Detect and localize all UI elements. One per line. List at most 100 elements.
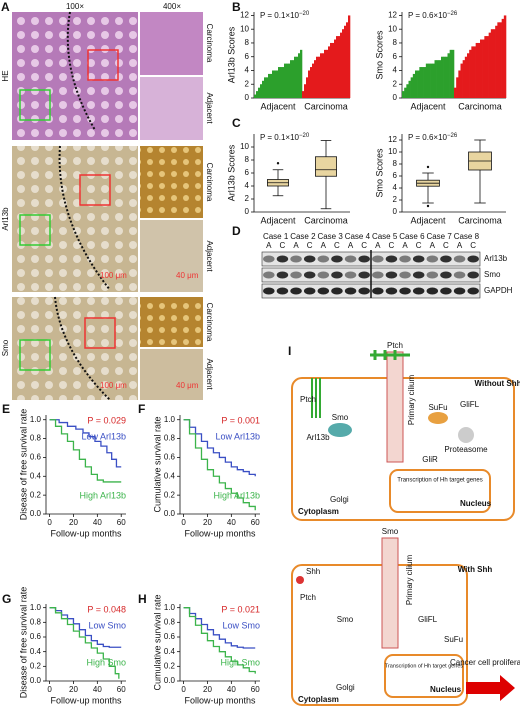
band — [372, 255, 384, 263]
y-tick-label: 2 — [393, 79, 398, 88]
case-label: Case 8 — [454, 232, 480, 241]
bar — [473, 46, 476, 98]
survival-curve — [49, 607, 120, 679]
legend-label: Low Smo — [88, 620, 126, 630]
legend-label: High Arl13b — [79, 490, 126, 500]
y-tick-label: 12 — [388, 11, 397, 20]
y-tick-label: 0.6 — [30, 453, 42, 462]
bar — [278, 67, 281, 98]
category-label: Adjacent — [260, 215, 296, 225]
x-tick-label: 60 — [117, 685, 126, 694]
column-label: 400× — [163, 2, 181, 11]
y-tick-label: 0 — [393, 93, 398, 102]
y-tick-label: 4 — [245, 181, 250, 190]
band — [303, 287, 316, 295]
p-value: P = 0.6×10−26 — [408, 11, 458, 21]
band — [344, 255, 357, 263]
p-value-exponent: −26 — [447, 11, 458, 17]
band — [303, 255, 316, 263]
bar — [324, 49, 327, 98]
bar — [434, 60, 437, 98]
lane-label: C — [280, 241, 286, 250]
sub-label: Adjacent — [205, 358, 214, 390]
bar — [438, 60, 442, 98]
scale-bar-label: 100 μm — [100, 381, 127, 390]
bar — [332, 42, 335, 98]
row-label: Smo — [1, 339, 10, 356]
bar — [306, 77, 309, 98]
y-tick-label: 0.8 — [30, 434, 42, 443]
y-tick-label: 8 — [393, 38, 398, 47]
band — [344, 271, 357, 279]
bar — [462, 60, 466, 98]
band — [426, 255, 439, 263]
panel-letter: B — [232, 0, 241, 14]
y-tick-label: 12 — [388, 135, 397, 144]
y-tick-label: 2 — [245, 79, 250, 88]
bar — [486, 36, 489, 98]
x-tick-label: 20 — [203, 518, 212, 527]
x-axis-label: Follow-up months — [184, 528, 256, 538]
shh-ligand — [296, 576, 304, 584]
bar — [328, 46, 331, 98]
band — [453, 271, 466, 279]
panel-letter: H — [138, 592, 147, 606]
y-tick-label: 4 — [393, 66, 398, 75]
boundary — [54, 11, 111, 401]
band — [358, 255, 370, 263]
lane-label: C — [443, 241, 449, 250]
bar — [312, 63, 315, 98]
outlier — [276, 162, 280, 165]
bar — [436, 60, 440, 98]
micrograph — [140, 146, 203, 218]
p-value-text: P = 0.6×10 — [408, 133, 448, 142]
y-tick-label: 1.0 — [164, 415, 176, 424]
sub-label: Adjacent — [205, 240, 214, 272]
y-tick-label: 12 — [240, 11, 249, 20]
case-label: Case 6 — [399, 232, 425, 241]
y-axis-label: Disease of free survival rate — [18, 409, 28, 521]
y-axis-label: Cumulative survival rate — [152, 416, 162, 512]
bar — [458, 70, 461, 98]
bar — [482, 39, 485, 98]
x-tick-label: 40 — [93, 685, 102, 694]
band — [276, 287, 289, 295]
y-tick-label: 0.8 — [30, 617, 42, 626]
bar — [296, 56, 299, 98]
band — [317, 287, 330, 295]
case-label: Case 7 — [426, 232, 452, 241]
y-tick-label: 0.4 — [30, 471, 42, 480]
y-tick-label: 0 — [245, 207, 250, 216]
band — [358, 271, 370, 279]
bar — [402, 91, 405, 98]
bar — [274, 70, 277, 98]
bar — [322, 53, 325, 98]
bar — [460, 63, 463, 98]
lane-label: A — [402, 241, 408, 250]
bar — [475, 42, 479, 98]
y-tick-label: 8 — [245, 38, 250, 47]
lane-label: A — [430, 241, 436, 250]
survival-curve — [183, 419, 256, 511]
band — [276, 271, 289, 279]
band — [263, 287, 275, 295]
bar — [412, 73, 416, 98]
y-tick-label: 1.0 — [30, 415, 42, 424]
nucleus — [389, 469, 491, 513]
bar — [348, 15, 351, 98]
region-box — [19, 49, 119, 371]
legend-label: Low Arl13b — [81, 431, 126, 441]
band — [399, 287, 411, 295]
bar — [490, 29, 494, 99]
bar — [292, 60, 295, 98]
p-value-exponent: −26 — [447, 133, 458, 139]
bar — [310, 67, 313, 98]
bar — [497, 22, 500, 98]
bar — [451, 49, 455, 98]
bar — [501, 18, 505, 99]
bar — [266, 77, 269, 98]
y-tick-label: 4 — [393, 183, 398, 192]
y-tick-label: 4 — [245, 66, 250, 75]
y-tick-label: 0.4 — [30, 647, 42, 656]
band — [290, 255, 302, 263]
